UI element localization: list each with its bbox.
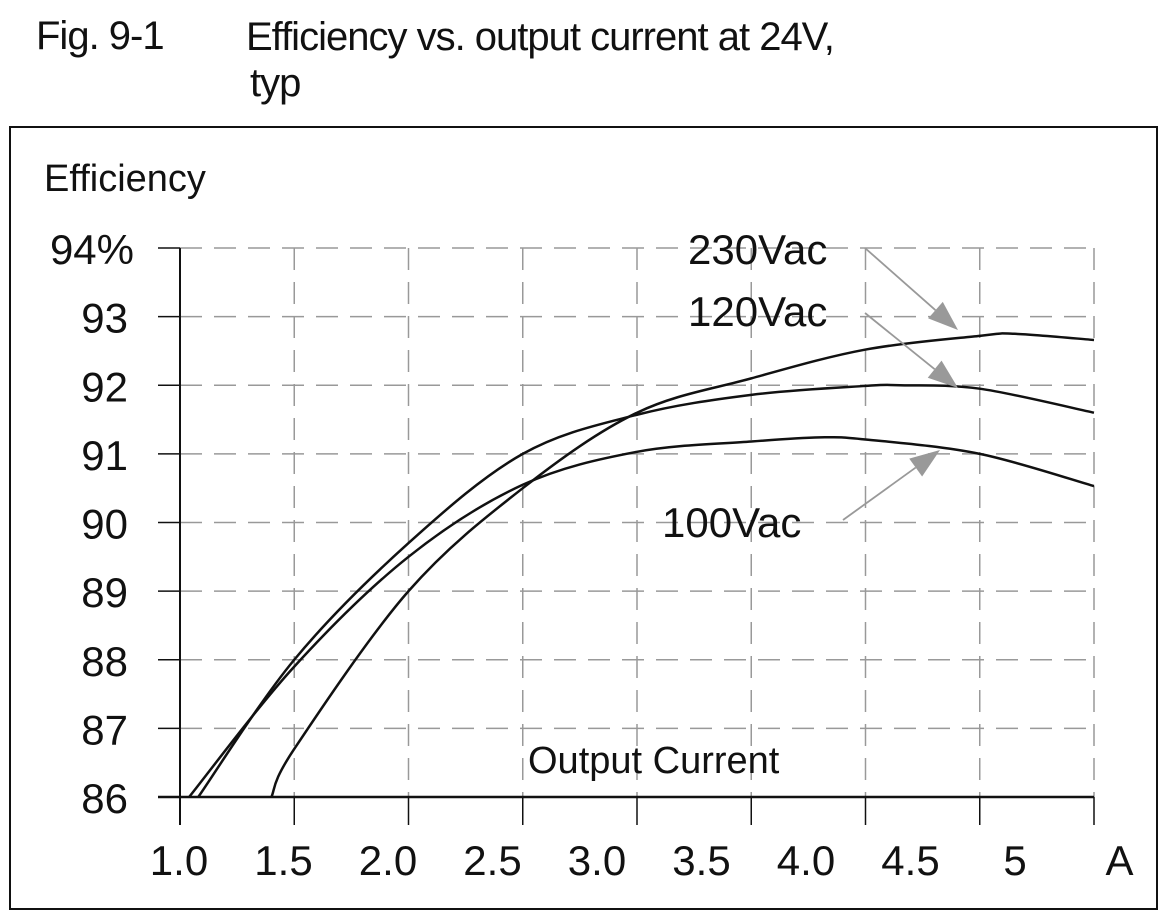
arrow-line <box>864 312 936 370</box>
x-unit-label: A <box>1105 837 1133 884</box>
grid <box>180 247 1095 797</box>
y-tick-labels: 94% 93 92 91 90 89 88 87 86 <box>50 226 134 822</box>
arrow-line <box>864 247 937 311</box>
figure-title-line1: Efficiency vs. output current at 24V, <box>246 15 835 59</box>
arrow-line <box>842 466 917 521</box>
figure-title: Efficiency vs. output current at 24V, ty… <box>246 14 835 106</box>
chart-frame <box>9 126 1158 910</box>
y-tick-label: 91 <box>81 432 128 479</box>
x-tick-label: 4.0 <box>777 837 835 884</box>
x-tick-label: 2.0 <box>359 837 417 884</box>
y-tick-label: 86 <box>81 775 128 822</box>
figure-number: Fig. 9-1 <box>36 14 165 58</box>
y-tick-label: 88 <box>81 638 128 685</box>
y-tick-label: 89 <box>81 569 128 616</box>
x-tick-label: 3.0 <box>568 837 626 884</box>
x-tick-label: 1.0 <box>150 837 208 884</box>
y-axis-label: Efficiency <box>44 158 206 200</box>
arrow-head-icon <box>927 360 958 388</box>
series-label: 120Vac <box>688 288 827 335</box>
y-tick-label: 87 <box>81 706 128 753</box>
arrow-head-icon <box>928 301 958 330</box>
series-label: 100Vac <box>662 499 801 546</box>
series-lines <box>188 332 1095 798</box>
series-line-230Vac <box>270 332 1095 798</box>
x-tick-label: 1.5 <box>254 837 312 884</box>
x-axis-label: Output Current <box>528 740 780 782</box>
arrow-head-icon <box>909 450 940 477</box>
series-line-120Vac <box>197 383 1095 798</box>
x-tick-label: 4.5 <box>881 837 939 884</box>
x-tick-label: 5 <box>1003 837 1026 884</box>
y-tick-label: 90 <box>81 501 128 548</box>
axes <box>158 247 1095 825</box>
figure-title-line2: typ <box>250 61 301 105</box>
y-tick-label: 92 <box>81 363 128 410</box>
series-labels: 230Vac 120Vac 100Vac <box>662 226 827 546</box>
x-tick-label: 2.5 <box>463 837 521 884</box>
x-tick-label: 3.5 <box>672 837 730 884</box>
series-line-100Vac <box>188 435 1095 798</box>
label-arrows <box>842 247 958 521</box>
y-tick-label: 94% <box>50 226 134 273</box>
x-tick-labels: 1.0 1.5 2.0 2.5 3.0 3.5 4.0 4.5 5 A <box>150 837 1134 884</box>
series-label: 230Vac <box>688 226 827 273</box>
y-tick-label: 93 <box>81 295 128 342</box>
